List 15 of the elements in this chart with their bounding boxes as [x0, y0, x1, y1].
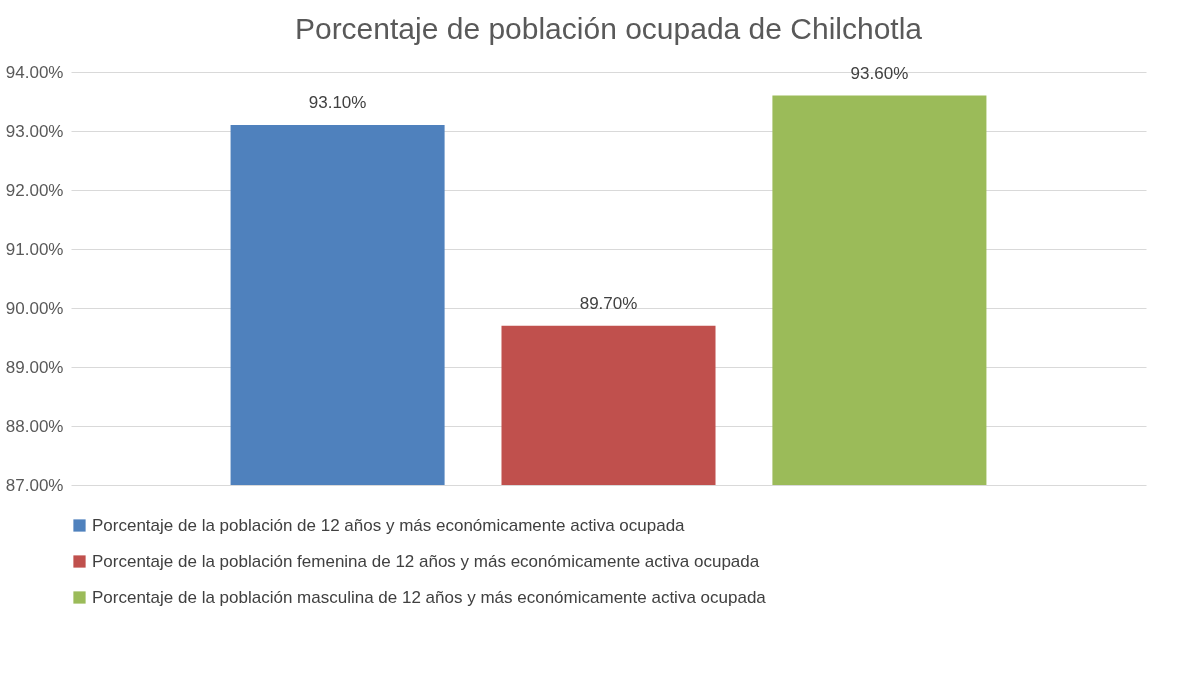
- legend-label: Porcentaje de la población femenina de 12 años y más económicamente activa ocupada: [92, 551, 760, 571]
- y-tick-label: 90.00%: [5, 298, 64, 318]
- data-label: 93.60%: [850, 63, 909, 83]
- legend-label: Porcentaje de la población masculina de 12 años y más económicamente activa ocupada: [92, 587, 767, 607]
- y-tick-label: 89.00%: [5, 357, 64, 377]
- y-tick-label: 92.00%: [5, 180, 64, 200]
- data-label: 89.70%: [579, 293, 638, 313]
- y-tick-label: 93.00%: [5, 121, 64, 141]
- legend-label: Porcentaje de la población de 12 años y más económicamente activa ocupada: [92, 515, 686, 535]
- y-tick-label: 88.00%: [5, 416, 64, 436]
- data-label: 93.10%: [308, 93, 367, 113]
- y-tick-label: 91.00%: [5, 239, 64, 259]
- y-tick-label: 94.00%: [5, 62, 64, 82]
- y-tick-label: 87.00%: [5, 475, 64, 495]
- chart-title: Porcentaje de población ocupada de Chilchotla: [294, 12, 923, 45]
